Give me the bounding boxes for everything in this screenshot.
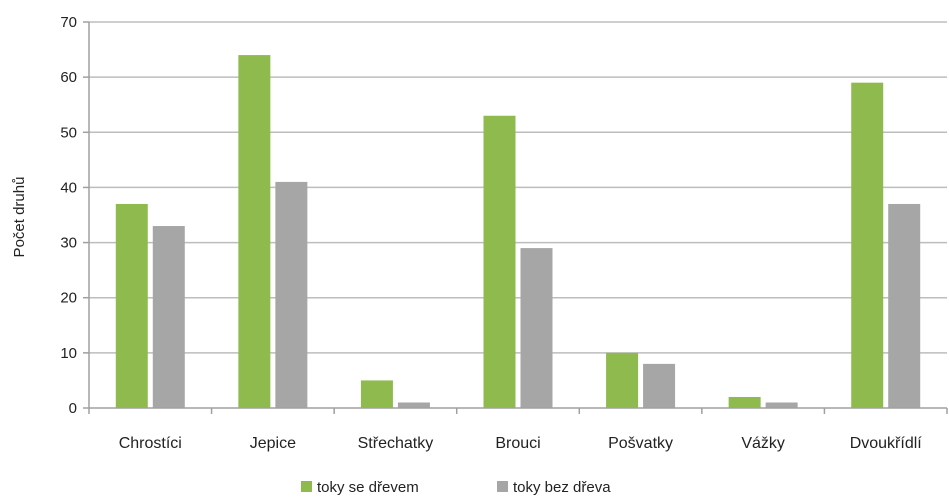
bar-no-wood bbox=[397, 402, 430, 408]
legend: toky se dřevem toky bez dřeva bbox=[301, 479, 611, 496]
bar-no-wood bbox=[643, 363, 676, 408]
bar-wood bbox=[851, 82, 884, 409]
x-category-label: Jepice bbox=[250, 435, 296, 452]
x-axis-category-labels: Chrostíci Jepice Střechatky Brouci Pošvatky V… bbox=[119, 435, 923, 452]
gridlines bbox=[89, 21, 947, 354]
y-tick-label: 60 bbox=[60, 69, 77, 86]
y-tick-label: 10 bbox=[60, 345, 77, 362]
bar-wood bbox=[238, 55, 271, 408]
bars bbox=[115, 55, 921, 409]
x-category-label: Vážky bbox=[741, 435, 785, 452]
bar-wood bbox=[606, 352, 639, 408]
y-axis-ticks: 0 10 20 30 40 50 60 70 bbox=[60, 14, 89, 417]
y-tick-label: 20 bbox=[60, 290, 77, 307]
x-axis-ticks bbox=[88, 408, 948, 414]
x-category-label: Chrostíci bbox=[119, 435, 182, 452]
y-tick-label: 40 bbox=[60, 179, 77, 196]
legend-swatch bbox=[497, 481, 508, 492]
bar-no-wood bbox=[152, 226, 185, 408]
x-category-label: Pošvatky bbox=[608, 435, 673, 452]
legend-swatch bbox=[301, 481, 312, 492]
bar-wood bbox=[728, 396, 761, 408]
bar-no-wood bbox=[888, 203, 921, 408]
y-tick-label: 0 bbox=[69, 400, 77, 417]
y-axis-title: Počet druhů bbox=[11, 177, 28, 258]
y-tick-label: 30 bbox=[60, 235, 77, 252]
bar-wood bbox=[115, 203, 148, 408]
y-tick-label: 50 bbox=[60, 124, 77, 141]
bar-wood bbox=[360, 380, 393, 408]
y-tick-label: 70 bbox=[60, 14, 77, 31]
legend-label: toky se dřevem bbox=[317, 479, 419, 496]
bar-no-wood bbox=[275, 181, 308, 408]
bar-wood bbox=[483, 115, 516, 408]
x-category-label: Střechatky bbox=[358, 435, 434, 452]
x-category-label: Brouci bbox=[495, 435, 540, 452]
legend-label: toky bez dřeva bbox=[513, 479, 611, 496]
bar-no-wood bbox=[520, 248, 553, 408]
bar-no-wood bbox=[765, 402, 798, 408]
x-category-label: Dvoukřídlí bbox=[850, 435, 923, 452]
